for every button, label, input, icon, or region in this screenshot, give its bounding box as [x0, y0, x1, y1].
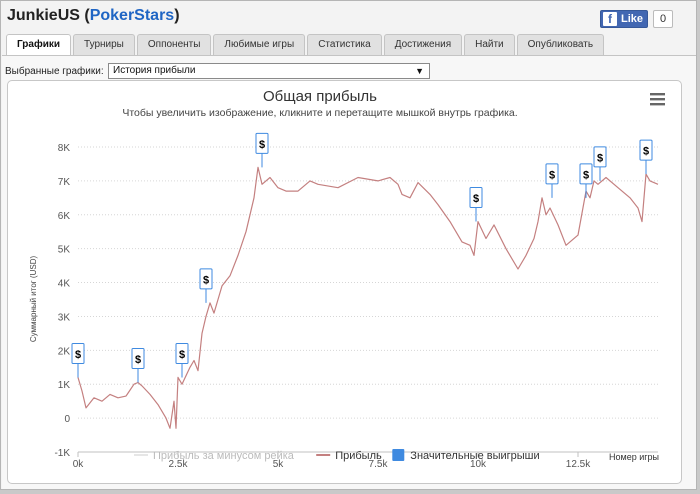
title-bar: JunkieUS (PokerStars) f Like 0 — [1, 1, 696, 35]
chart-container[interactable]: Общая прибыль Чтобы увеличить изображени… — [7, 80, 682, 484]
big-win-flag — [639, 139, 653, 161]
tab-favorite-games[interactable]: Любимые игры — [213, 34, 306, 55]
facebook-like-button[interactable]: f Like — [599, 10, 648, 28]
y-tick-label: 5K — [58, 245, 71, 256]
title-paren-close: ) — [174, 7, 180, 24]
y-tick-label: 3K — [58, 312, 71, 323]
big-win-label: $ — [135, 354, 141, 366]
tab-graphs[interactable]: Графики — [6, 34, 72, 56]
facebook-like-count: 0 — [653, 10, 673, 28]
x-axis-ticks: 0k 2.5k 5k 7.5k 10k 12.5k — [73, 451, 658, 470]
big-win-marker: $ — [199, 268, 213, 303]
big-win-label: $ — [203, 274, 209, 286]
big-win-marker: $ — [639, 139, 653, 175]
chart-title: Общая прибыль — [263, 88, 377, 105]
y-tick-label: 8K — [58, 143, 71, 154]
facebook-like-label: Like — [620, 13, 643, 25]
big-win-flag — [545, 163, 559, 185]
tab-content: Выбранные графики: История прибыли ▼ Общ… — [2, 55, 696, 489]
y-tick-label: 7K — [58, 177, 71, 188]
title-paren-open: ( — [79, 7, 90, 24]
big-win-label: $ — [597, 152, 603, 164]
big-win-flag — [469, 187, 483, 209]
legend-label: Значительные выигрыши — [410, 450, 539, 462]
big-win-marker: $ — [579, 163, 593, 198]
big-win-marker: $ — [255, 132, 269, 168]
series-lines — [77, 166, 659, 429]
chart-legend: Прибыль за минусом рейка Прибыль Значитель… — [134, 449, 540, 462]
y-axis-ticks: -1K 0 1K 2K 3K 4K 5K 6K 7K 8K — [54, 143, 70, 459]
big-win-marker: $ — [469, 187, 483, 222]
big-win-label: $ — [75, 349, 81, 361]
profit-series-line — [77, 166, 659, 429]
big-win-flag — [579, 163, 593, 185]
dropdown-arrow-icon: ▼ — [415, 66, 424, 76]
chart-subtitle: Чтобы увеличить изображение, кликните и … — [122, 107, 517, 119]
x-tick-label: 2.5k — [169, 459, 189, 470]
facebook-like-widget: f Like 0 — [599, 10, 673, 28]
big-win-label: $ — [179, 349, 185, 361]
big-win-flag — [131, 348, 145, 370]
legend-item: Прибыль — [316, 450, 382, 462]
legend-label: Прибыль — [335, 450, 382, 462]
big-win-label: $ — [583, 169, 589, 181]
tab-statistics[interactable]: Статистика — [307, 34, 382, 55]
big-win-label: $ — [549, 169, 555, 181]
legend-label: Прибыль за минусом рейка — [153, 450, 295, 462]
y-tick-label: 1K — [58, 380, 71, 391]
chart-select-value: История прибыли — [113, 65, 196, 76]
legend-item: Значительные выигрыши — [392, 449, 540, 462]
tab-publish[interactable]: Опубликовать — [516, 34, 605, 55]
tab-achievements[interactable]: Достижения — [383, 34, 463, 55]
big-win-marker: $ — [593, 146, 607, 181]
y-tick-label: 6K — [58, 211, 71, 222]
big-win-flag — [71, 342, 85, 364]
x-tick-label: 0k — [73, 459, 85, 470]
big-win-markers: $ $ $ $ $ $ $ $ $ $ — [71, 132, 653, 383]
player-name: JunkieUS — [7, 7, 80, 24]
x-tick-label: 5k — [273, 459, 285, 470]
big-win-flag — [255, 132, 269, 154]
big-win-marker: $ — [71, 342, 85, 378]
legend-square-symbol — [392, 449, 405, 461]
y-tick-label: 2K — [58, 346, 71, 357]
tab-bar: Графики Турниры Оппоненты Любимые игры С… — [6, 34, 606, 56]
tab-tournaments[interactable]: Турниры — [73, 34, 135, 55]
y-tick-label: -1K — [54, 448, 70, 459]
tab-search[interactable]: Найти — [464, 34, 515, 55]
big-win-flag — [199, 268, 213, 290]
chart-select-label: Выбранные графики: — [5, 66, 104, 77]
big-win-label: $ — [259, 139, 265, 151]
grid-lines — [78, 146, 658, 453]
site-name: PokerStars — [89, 7, 175, 24]
x-tick-label: 10k — [470, 459, 487, 470]
chart-menu-icon[interactable] — [650, 93, 665, 106]
tab-opponents[interactable]: Оппоненты — [136, 34, 212, 55]
big-win-label: $ — [473, 193, 479, 205]
big-win-marker: $ — [545, 163, 559, 198]
window-title: JunkieUS (PokerStars) — [7, 7, 180, 25]
y-tick-label: 0 — [64, 414, 70, 425]
big-win-flag — [175, 342, 189, 364]
x-tick-label: 12.5k — [566, 459, 591, 470]
y-tick-label: 4K — [58, 279, 71, 290]
profit-chart[interactable]: Общая прибыль Чтобы увеличить изображени… — [8, 81, 683, 485]
chart-select[interactable]: История прибыли ▼ — [108, 63, 430, 79]
big-win-label: $ — [643, 146, 649, 158]
x-axis-label: Номер игры — [609, 452, 659, 462]
facebook-icon: f — [602, 12, 617, 26]
legend-item: Прибыль за минусом рейка — [134, 450, 295, 462]
big-win-marker: $ — [131, 348, 145, 383]
x-tick-label: 7.5k — [369, 459, 389, 470]
big-win-marker: $ — [175, 342, 189, 378]
y-axis-label: Суммарный итог (USD) — [29, 256, 38, 343]
big-win-flag — [593, 146, 607, 168]
